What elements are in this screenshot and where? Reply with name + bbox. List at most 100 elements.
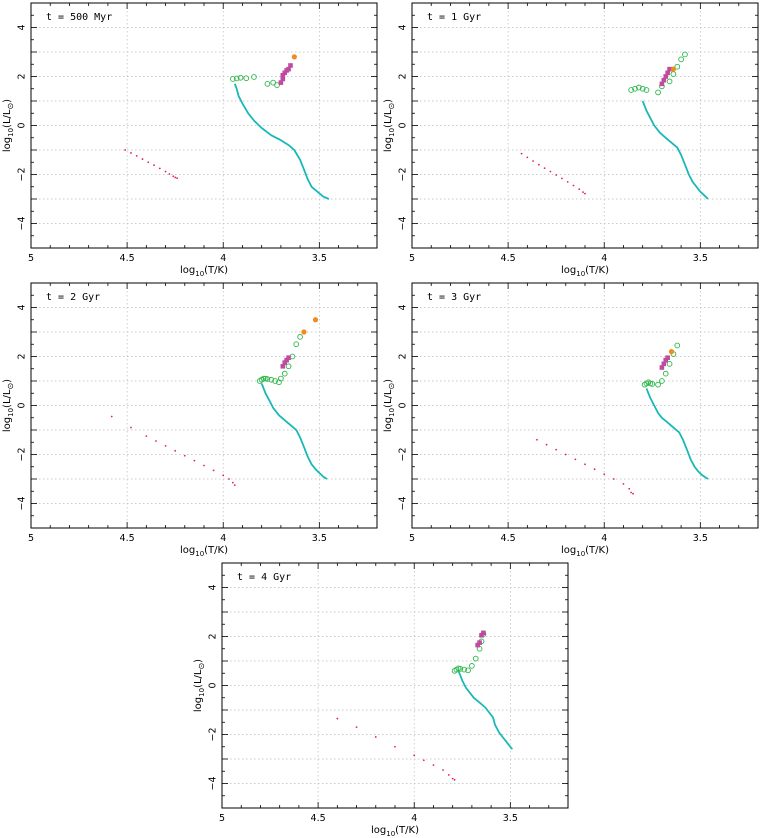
agb-square-point xyxy=(280,364,286,369)
low-mass-point xyxy=(593,468,596,471)
x-tick-label: 3.5 xyxy=(312,253,327,264)
supergiant-point xyxy=(668,349,675,355)
x-axis-label: log10(T/K) xyxy=(371,825,419,838)
low-mass-point xyxy=(336,717,339,720)
supergiant-point xyxy=(312,317,319,323)
y-tick-label: −2 xyxy=(208,727,219,741)
giant-ring-point xyxy=(251,74,257,80)
giant-ring-point xyxy=(229,76,236,82)
low-mass-point xyxy=(172,175,175,178)
low-mass-point xyxy=(222,474,225,477)
low-mass-point xyxy=(628,487,631,490)
low-mass-point xyxy=(564,453,567,456)
giant-ring-point xyxy=(662,370,669,377)
low-mass-point xyxy=(203,464,205,467)
giant-ring-point xyxy=(639,85,646,92)
y-tick-label: 0 xyxy=(17,122,28,128)
x-tick-label: 4 xyxy=(220,253,226,264)
low-mass-point xyxy=(442,769,444,771)
giant-ring-point xyxy=(264,80,271,87)
agb-square-point xyxy=(284,357,289,363)
x-tick-label: 5 xyxy=(409,533,415,544)
giant-ring-point xyxy=(666,361,673,367)
giant-ring-point xyxy=(274,82,280,88)
low-mass-point xyxy=(549,170,552,173)
agb-square-point xyxy=(477,640,482,645)
x-tick-label: 3.5 xyxy=(693,533,708,544)
low-mass-point xyxy=(584,463,586,466)
giant-ring-point xyxy=(472,655,479,662)
giant-ring-point xyxy=(469,663,475,669)
low-mass-point xyxy=(212,469,215,472)
low-mass-point xyxy=(135,154,138,157)
low-mass-point xyxy=(110,415,113,418)
giant-ring-point xyxy=(674,342,681,349)
y-tick-label: 2 xyxy=(398,353,409,359)
low-mass-point xyxy=(130,426,132,429)
giant-ring-point xyxy=(461,666,468,673)
low-mass-point xyxy=(578,188,581,191)
x-tick-label: 5 xyxy=(28,533,34,544)
giant-ring-point xyxy=(457,665,464,672)
y-tick-label: −2 xyxy=(398,447,409,461)
agb-square-point xyxy=(286,66,291,72)
x-tick-label: 3.5 xyxy=(693,253,708,264)
low-mass-point xyxy=(520,152,523,155)
y-tick-label: 2 xyxy=(398,73,409,79)
panel-title: t = 500 Myr xyxy=(46,12,112,23)
hr-panel-4: 5 4.5 4 3.5 4 2 0 −2 −4 log10(T/K) log10(L/L⊙) t = … xyxy=(383,282,759,558)
y-tick-label: −2 xyxy=(398,167,409,181)
panel-title: t = 1 Gyr xyxy=(427,12,481,23)
giant-ring-point xyxy=(278,375,284,382)
x-tick-label: 4 xyxy=(220,533,226,544)
y-tick-label: 0 xyxy=(398,402,409,408)
giant-ring-point xyxy=(264,376,271,382)
giant-ring-point xyxy=(649,381,656,387)
low-mass-point xyxy=(147,161,150,164)
agb-square-point xyxy=(280,72,286,78)
giant-ring-point xyxy=(643,87,650,93)
low-mass-point xyxy=(183,454,186,457)
y-tick-label: 4 xyxy=(398,24,409,30)
x-tick-label: 5 xyxy=(28,253,34,264)
low-mass-point xyxy=(193,459,196,462)
y-tick-label: −4 xyxy=(398,216,409,230)
low-mass-point xyxy=(233,484,236,487)
y-axis-label: log10(L/L⊙) xyxy=(193,659,206,712)
low-mass-point xyxy=(164,445,167,447)
hr-panel-3: 5 4.5 4 3.5 4 2 0 −2 −4 log10(T/K) log10(L/L⊙) t = … xyxy=(2,282,378,558)
low-mass-point xyxy=(145,435,148,438)
low-mass-point xyxy=(603,473,606,475)
agb-square-point xyxy=(663,74,669,79)
low-mass-point xyxy=(174,449,177,452)
x-tick-label: 4.5 xyxy=(501,533,516,544)
low-mass-point xyxy=(572,184,575,187)
panel-title: t = 4 Gyr xyxy=(237,572,291,583)
low-mass-point xyxy=(124,149,127,151)
y-tick-label: 0 xyxy=(208,682,219,688)
giant-ring-point xyxy=(670,71,677,77)
agb-square-point xyxy=(659,81,665,87)
y-tick-label: −2 xyxy=(17,447,28,461)
low-mass-point xyxy=(394,745,396,748)
x-tick-label: 4.5 xyxy=(311,813,326,824)
x-tick-label: 4.5 xyxy=(501,253,516,264)
giant-ring-point xyxy=(465,667,471,674)
agb-square-point xyxy=(278,80,284,85)
y-axis-label: log10(L/L⊙) xyxy=(383,99,396,152)
main-sequence-line xyxy=(457,670,513,750)
x-tick-label: 4 xyxy=(601,533,607,544)
low-mass-point xyxy=(451,777,454,780)
low-mass-point xyxy=(228,478,230,480)
low-mass-point xyxy=(168,173,171,175)
low-mass-point xyxy=(164,170,167,173)
agb-square-point xyxy=(663,357,669,363)
low-mass-point xyxy=(176,177,178,180)
giant-ring-point xyxy=(678,56,684,63)
agb-square-point xyxy=(661,77,667,83)
panel-title: t = 2 Gyr xyxy=(46,292,100,303)
main-sequence-line xyxy=(645,388,709,480)
y-tick-label: 4 xyxy=(398,304,409,310)
agb-square-point xyxy=(661,361,667,367)
supergiant-point xyxy=(670,66,677,72)
